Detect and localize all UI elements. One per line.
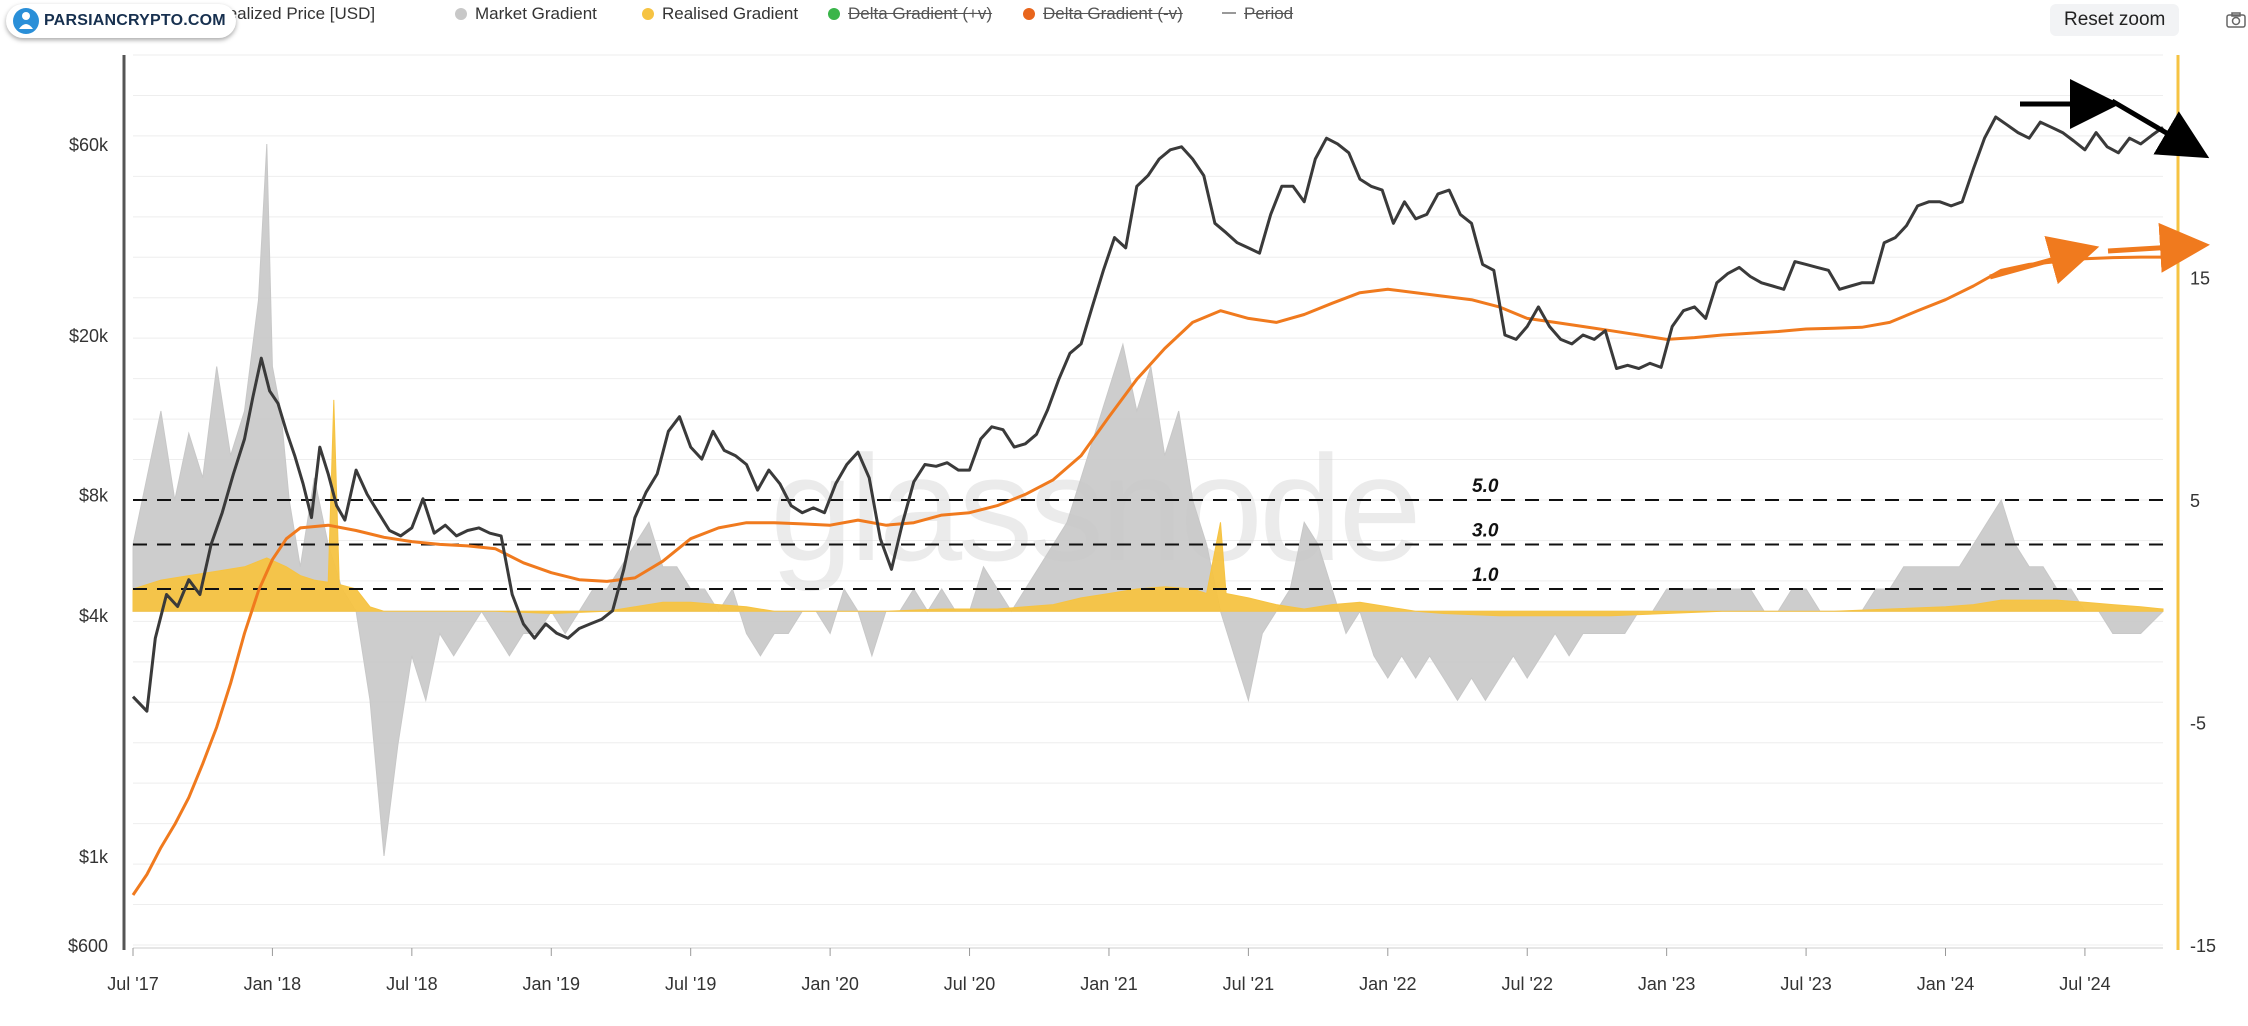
x-tick-label: Jan '18 <box>244 974 301 994</box>
legend-label: Period <box>1244 4 1294 23</box>
legend-item-4[interactable]: Delta Gradient (+v) <box>828 4 992 24</box>
legend-item-3[interactable]: Realised Gradient <box>642 4 798 24</box>
axes: Jul '17 Jan '18 Jul '18 Jan '19 Jul '19 Jan '… <box>68 55 2216 994</box>
x-tick-label: Jul '24 <box>2059 974 2110 994</box>
gradient-levels: 1.0 3.0 5.0 <box>133 476 2163 590</box>
rg-area <box>132 399 2164 617</box>
x-tick-label: Jan '24 <box>1917 974 1974 994</box>
x-tick-label: Jan '20 <box>801 974 858 994</box>
grid-lines <box>133 54 2163 946</box>
y-left-tick-label: $1k <box>79 847 109 867</box>
x-tick-label: Jan '19 <box>523 974 580 994</box>
y-right-tick-label: -5 <box>2190 714 2206 734</box>
parsiancrypto-watermark: PARSIANCRYPTO.COM <box>6 4 236 38</box>
y-left-tick-label: $60k <box>69 135 109 155</box>
camera-icon[interactable] <box>2226 12 2246 28</box>
y-right-tick-label: -15 <box>2190 936 2216 956</box>
reset-zoom-button[interactable]: Reset zoom <box>2050 4 2180 36</box>
y-right-tick-label: 5 <box>2190 491 2200 511</box>
y-right-tick-label: 15 <box>2190 269 2210 289</box>
x-tick-label: Jan '22 <box>1359 974 1416 994</box>
level-label: 3.0 <box>1472 521 1499 542</box>
legend-item-5[interactable]: Delta Gradient (-v) <box>1023 4 1183 24</box>
rp-line <box>131 255 2163 896</box>
y-left-tick-label: $4k <box>79 606 109 626</box>
level-label: 1.0 <box>1472 565 1499 586</box>
y-left-tick-label: $600 <box>68 936 108 956</box>
realized-price-series <box>131 255 2163 896</box>
y-left-tick-label: $8k <box>79 485 109 505</box>
price-line <box>131 115 2164 713</box>
annotation-arrows <box>1989 79 2210 285</box>
legend-marker-icon <box>1222 12 1236 14</box>
legend-marker-icon <box>1023 8 1035 20</box>
watermark-text: PARSIANCRYPTO.COM <box>44 12 226 29</box>
legend-marker-icon <box>828 8 840 20</box>
x-tick-label: Jul '22 <box>1501 974 1552 994</box>
x-tick-label: Jul '23 <box>1780 974 1831 994</box>
legend-item-6[interactable]: Period <box>1222 4 1293 24</box>
legend-marker-icon <box>642 8 654 20</box>
arrow-realized-flat <box>2107 222 2210 273</box>
legend-label: Realised Gradient <box>662 4 799 23</box>
x-tick-label: Jul '18 <box>386 974 437 994</box>
arrow-price-down <box>2110 98 2210 159</box>
legend-label: Delta Gradient (-v) <box>1043 4 1183 23</box>
parsiancrypto-logo-icon <box>13 8 39 34</box>
x-tick-label: Jul '21 <box>1223 974 1274 994</box>
level-label: 5.0 <box>1472 476 1499 497</box>
btc-price-series <box>131 115 2164 713</box>
legend-label: Market Gradient <box>475 4 597 23</box>
legend-item-2[interactable]: Market Gradient <box>455 4 597 24</box>
x-tick-label: Jan '21 <box>1080 974 1137 994</box>
x-tick-label: Jan '23 <box>1638 974 1695 994</box>
x-tick-label: Jul '17 <box>107 974 158 994</box>
legend-marker-icon <box>455 8 467 20</box>
realised-gradient-series <box>132 399 2164 617</box>
legend-label: Delta Gradient (+v) <box>848 4 993 23</box>
x-tick-label: Jul '20 <box>944 974 995 994</box>
arrow-realized-up <box>1989 235 2100 285</box>
y-left-tick-label: $20k <box>69 326 109 346</box>
x-tick-label: Jul '19 <box>665 974 716 994</box>
